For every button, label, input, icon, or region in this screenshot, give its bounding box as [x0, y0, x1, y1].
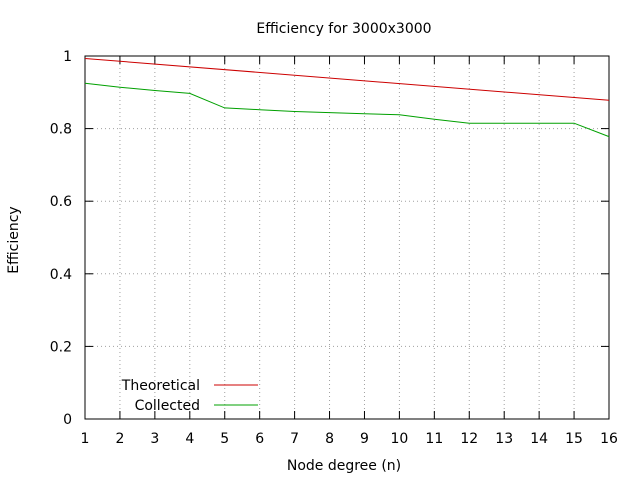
x-tick-label: 4 — [185, 431, 194, 447]
y-axis-label: Efficiency — [6, 206, 22, 273]
chart-title: Efficiency for 3000x3000 — [256, 21, 431, 37]
x-tick-label: 2 — [115, 431, 124, 447]
x-tick-label: 11 — [425, 431, 443, 447]
x-tick-label: 12 — [460, 431, 478, 447]
x-tick-label: 16 — [600, 431, 618, 447]
x-tick-label: 7 — [290, 431, 299, 447]
y-tick-label: 1 — [63, 49, 72, 65]
y-tick-label: 0.2 — [50, 339, 72, 355]
y-tick-label: 0.6 — [50, 194, 72, 210]
legend: Theoretical Collected — [121, 378, 258, 414]
series-layer — [84, 58, 610, 138]
x-tick-label: 13 — [495, 431, 513, 447]
y-tick-label: 0.8 — [50, 122, 72, 138]
plot-frame — [84, 55, 610, 420]
x-tick-label: 5 — [220, 431, 229, 447]
x-axis-label: Node degree (n) — [287, 458, 401, 474]
legend-label: Collected — [135, 398, 200, 414]
grid — [85, 56, 609, 419]
x-tick-label: 10 — [390, 431, 408, 447]
x-tick-label: 6 — [255, 431, 264, 447]
y-ticks: 0 0.2 0.4 0.6 0.8 1 — [50, 49, 609, 428]
series-line-collected — [84, 82, 610, 138]
x-tick-label: 1 — [81, 431, 90, 447]
y-tick-label: 0 — [63, 412, 72, 428]
legend-label: Theoretical — [121, 378, 200, 394]
x-tick-label: 9 — [360, 431, 369, 447]
x-tick-label: 3 — [150, 431, 159, 447]
x-tick-label: 8 — [325, 431, 334, 447]
y-tick-label: 0.4 — [50, 267, 72, 283]
x-tick-label: 14 — [530, 431, 548, 447]
x-ticks: 1 2 3 4 5 6 7 8 9 10 11 12 13 14 15 16 — [81, 56, 618, 447]
series-line-theoretical — [84, 58, 610, 101]
x-tick-label: 15 — [565, 431, 583, 447]
